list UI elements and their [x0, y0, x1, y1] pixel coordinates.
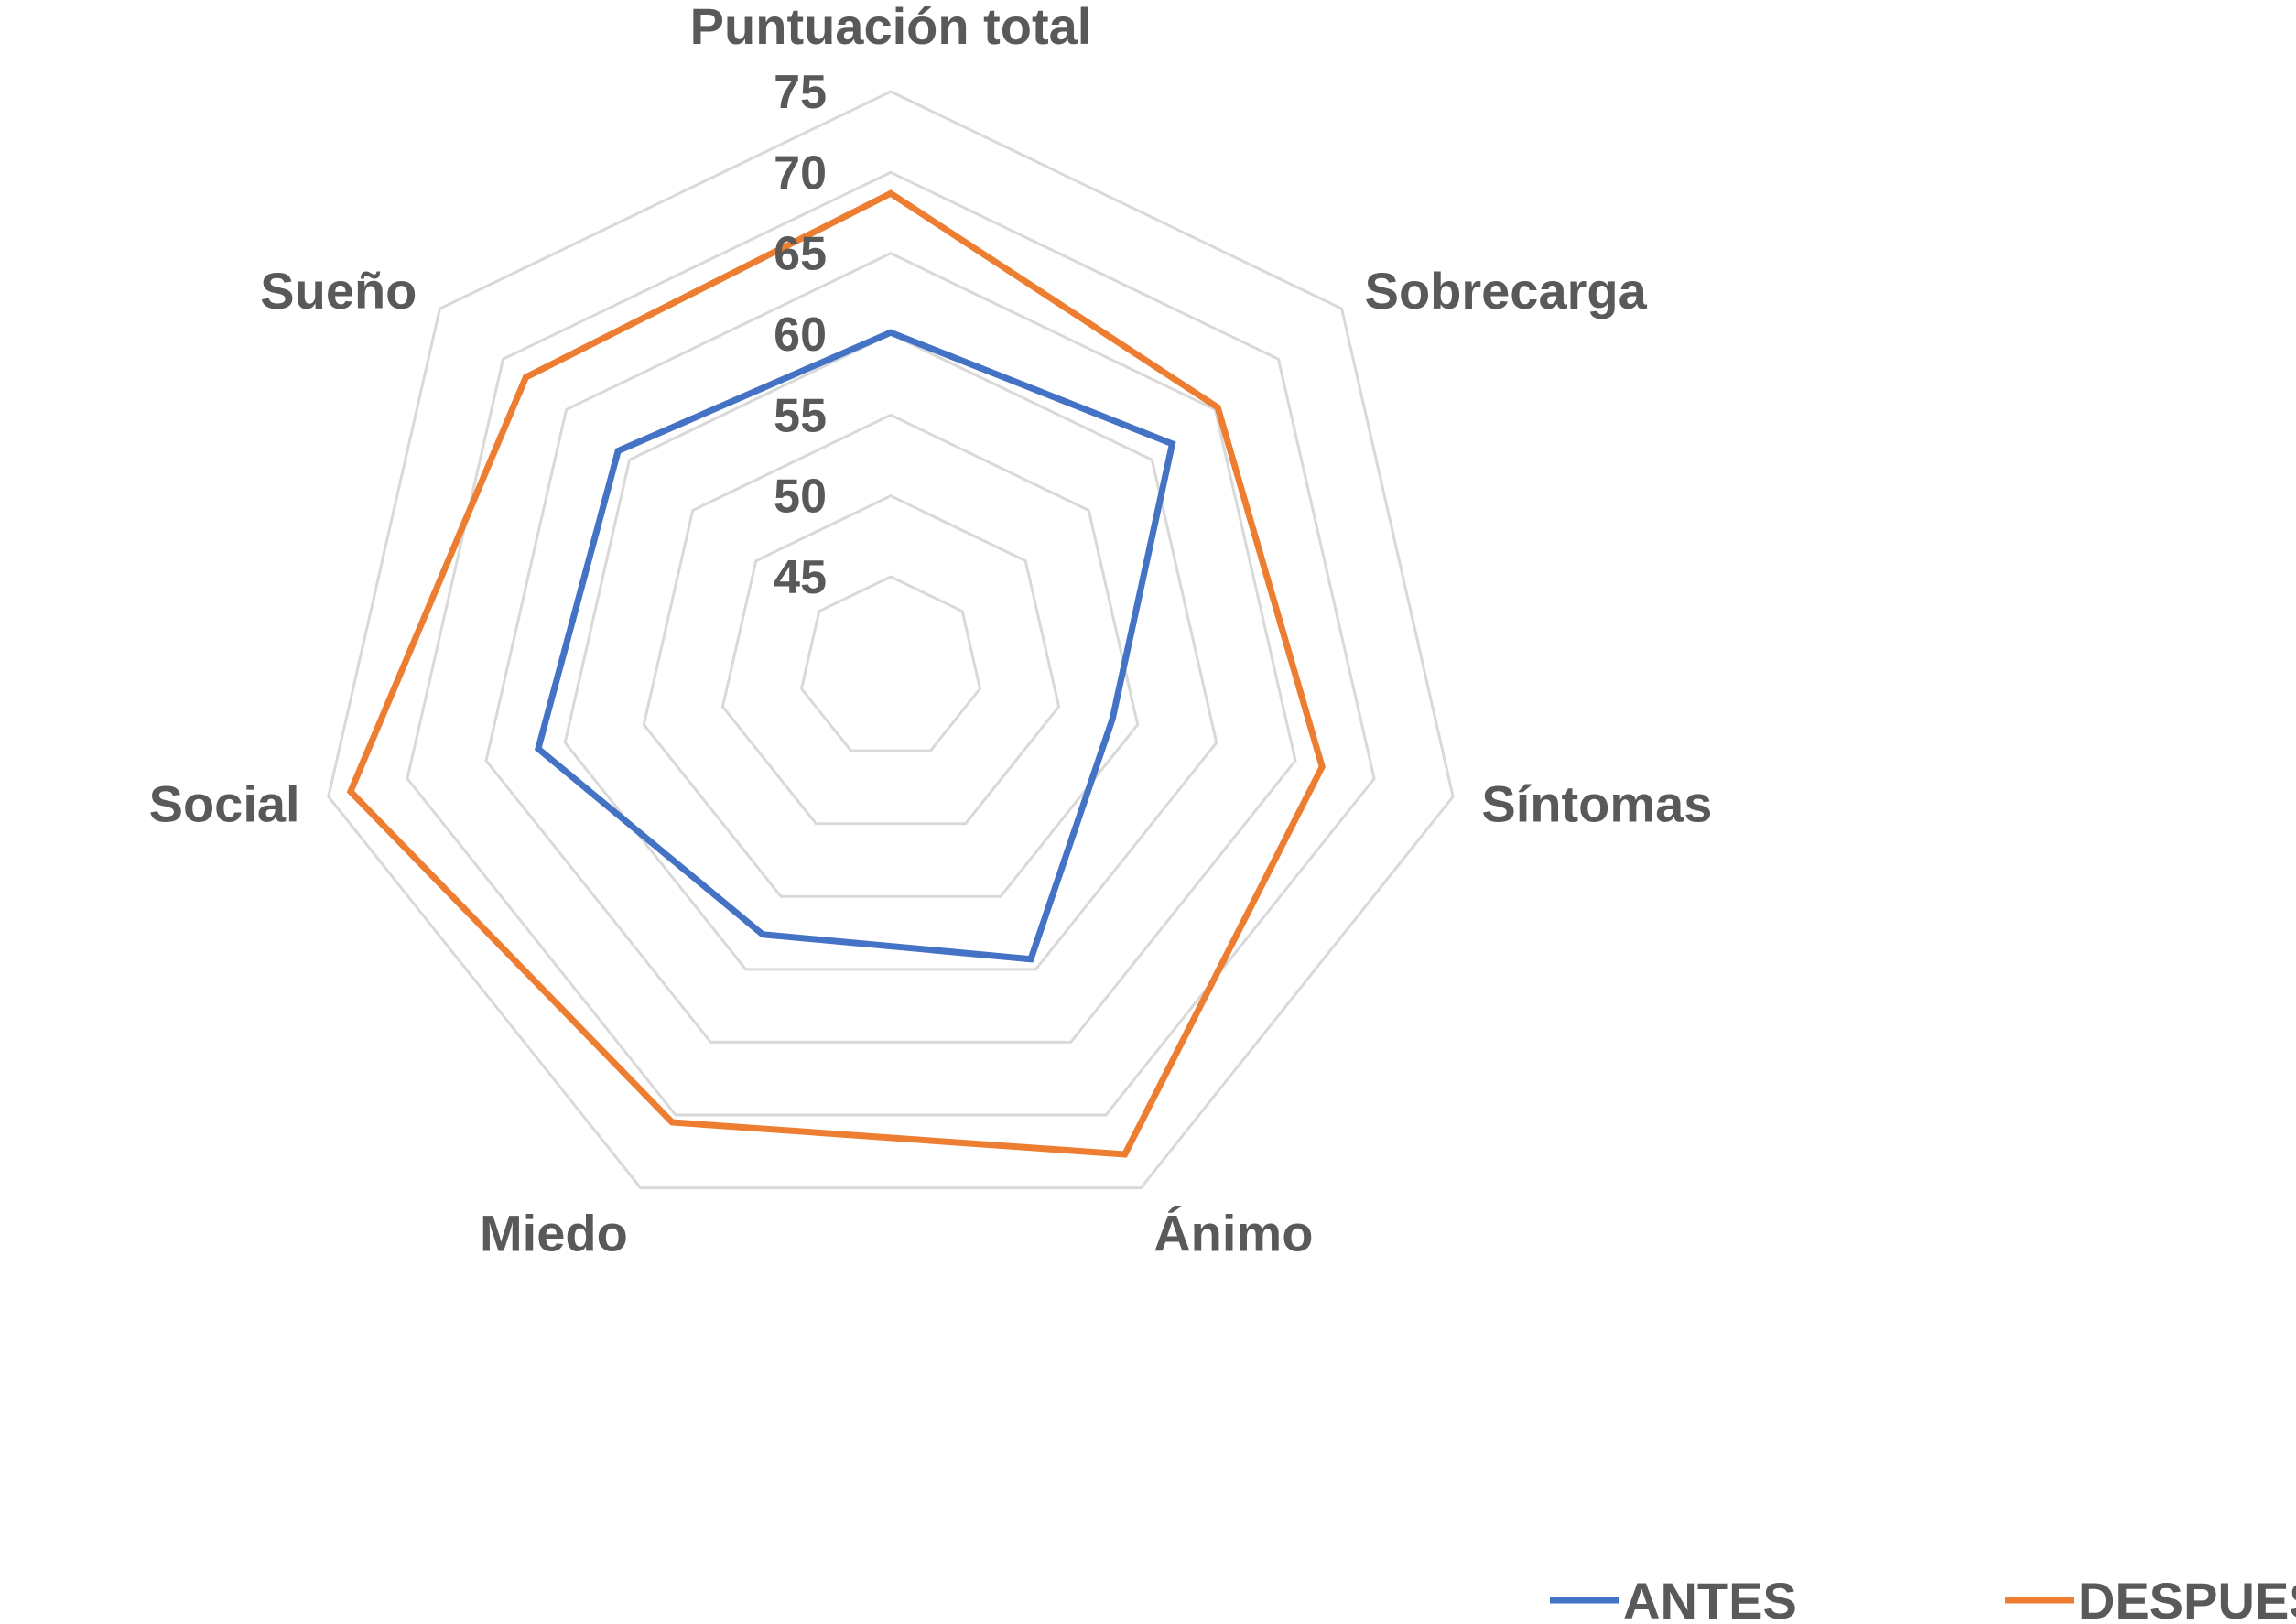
radial-tick-labels: 45 50 55 60 65 70 75 [774, 66, 827, 604]
series-line-antes [534, 329, 1176, 963]
tick-label-50: 50 [774, 471, 827, 524]
tick-label-60: 60 [774, 309, 827, 362]
category-label-1: Sobrecarga [1365, 262, 1648, 319]
category-label-0: Puntuación total [690, 0, 1092, 55]
series-line-despues [346, 189, 1326, 1158]
legend-label-despues: DESPUES [2078, 1572, 2296, 1624]
grid-ring-55 [642, 413, 1140, 898]
tick-label-75: 75 [774, 66, 827, 119]
category-label-2: Síntomas [1481, 774, 1712, 832]
category-label-4: Miedo [480, 1204, 628, 1261]
category-label-5: Social [149, 774, 300, 832]
tick-label-70: 70 [774, 146, 827, 200]
category-label-3: Ánimo [1153, 1204, 1313, 1261]
tick-label-55: 55 [774, 389, 827, 442]
category-label-6: Sueño [260, 262, 417, 319]
grid-ring-70 [406, 170, 1376, 1117]
data-series [346, 189, 1326, 1158]
grid-ring-45 [799, 575, 982, 752]
grid-ring-50 [720, 494, 1061, 826]
legend: ANTES DESPUES [1550, 1572, 2296, 1624]
tick-label-65: 65 [774, 228, 827, 281]
legend-label-antes: ANTES [1623, 1572, 1797, 1624]
grid-ring-65 [484, 252, 1297, 1044]
grid-ring-60 [563, 332, 1218, 971]
tick-label-45: 45 [774, 551, 827, 604]
category-labels: Puntuación total Sobrecarga Síntomas Ánimo M… [149, 0, 1713, 1261]
grid-rings [327, 90, 1455, 1190]
grid-ring-75 [327, 90, 1455, 1190]
